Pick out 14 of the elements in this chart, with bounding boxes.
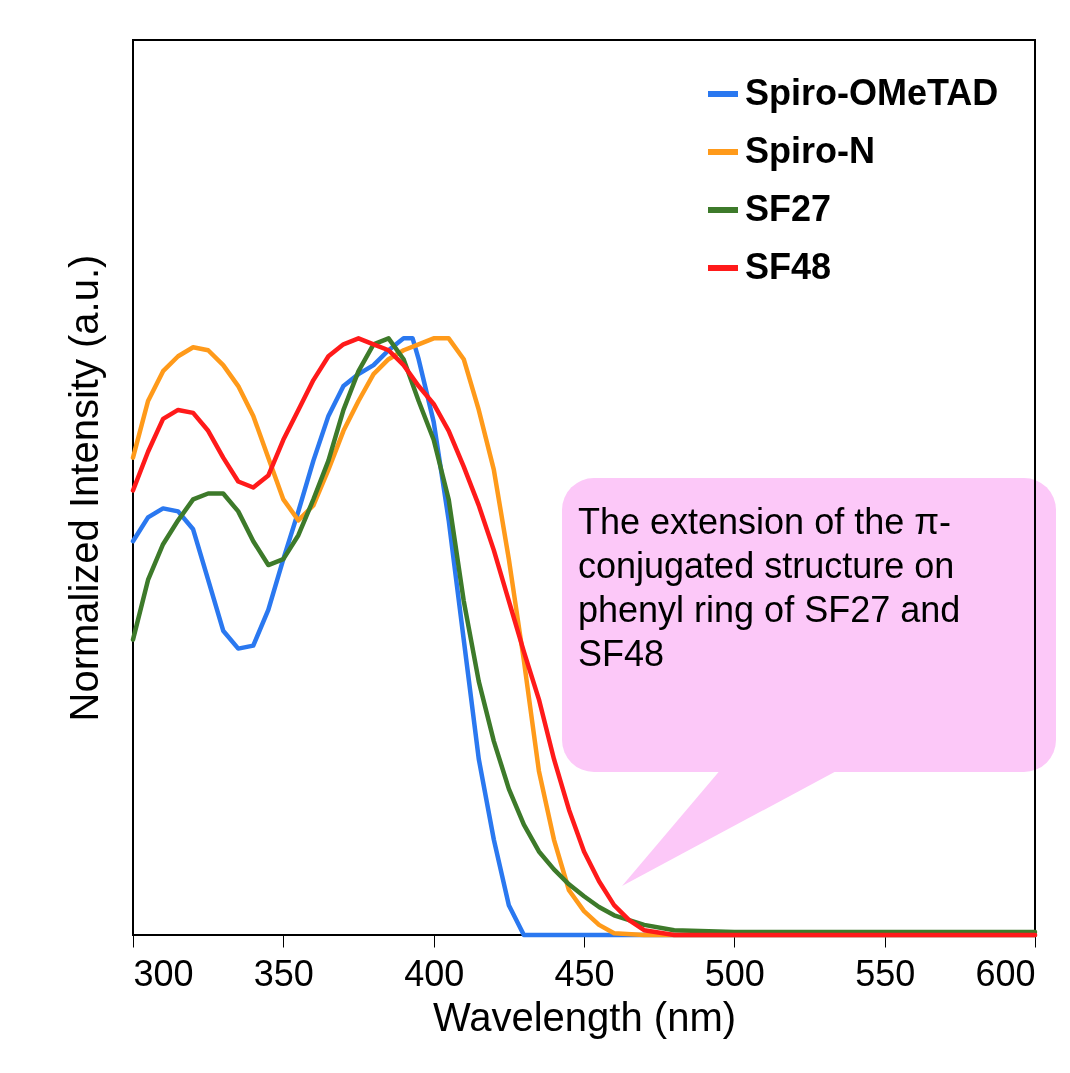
legend-label: Spiro-N	[745, 130, 875, 171]
legend-label: SF27	[745, 188, 832, 229]
legend-label: SF48	[745, 246, 832, 287]
x-tick-label: 450	[554, 952, 615, 994]
x-tick-label: 600	[975, 952, 1036, 994]
x-tick-label: 500	[704, 952, 765, 994]
x-axis-title: Wavelength (nm)	[432, 994, 737, 1039]
y-axis-title: Normalized Intensity (a.u.)	[61, 254, 106, 722]
x-tick-label: 300	[133, 952, 194, 994]
x-tick-label: 400	[404, 952, 465, 994]
legend-label: Spiro-OMeTAD	[745, 72, 999, 113]
annotation: The extension of the π-conjugated structure on phenyl ring of SF27 and SF48	[562, 478, 1056, 772]
x-tick-label: 550	[855, 952, 916, 994]
x-tick-label: 350	[253, 952, 314, 994]
